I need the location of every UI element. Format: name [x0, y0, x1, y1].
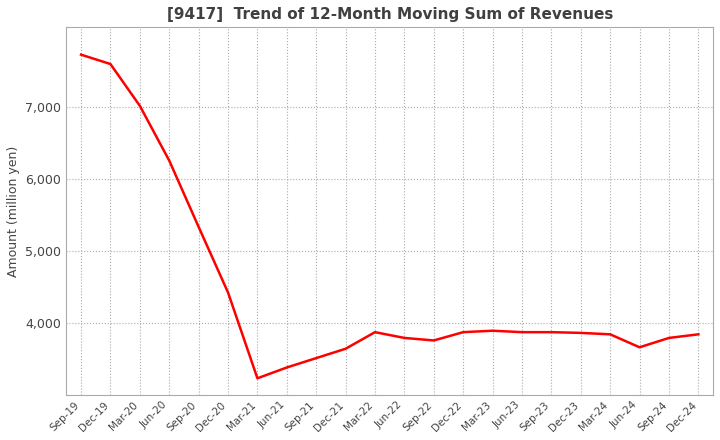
Y-axis label: Amount (million yen): Amount (million yen)	[7, 146, 20, 277]
Title: [9417]  Trend of 12-Month Moving Sum of Revenues: [9417] Trend of 12-Month Moving Sum of R…	[166, 7, 613, 22]
